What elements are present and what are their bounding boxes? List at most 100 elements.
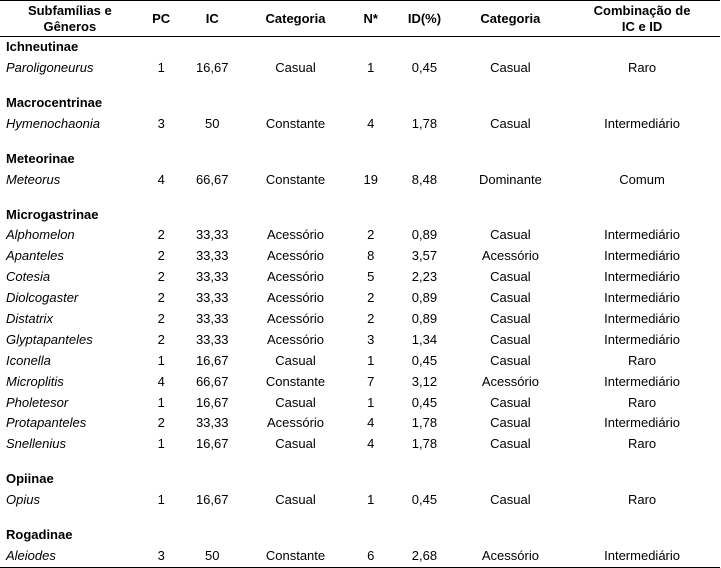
ic-cell: 33,33 — [183, 413, 242, 434]
subfamily-row: Meteorinae — [0, 149, 720, 170]
cat2-cell: Casual — [457, 351, 564, 372]
genus-cell: Iconella — [0, 351, 140, 372]
pc-cell: 1 — [140, 434, 183, 455]
pc-cell: 2 — [140, 330, 183, 351]
comb-cell: Intermediário — [564, 372, 720, 393]
col-header-id: ID(%) — [392, 1, 456, 37]
genus-cell: Alphomelon — [0, 225, 140, 246]
pc-cell: 2 — [140, 288, 183, 309]
ic-cell: 33,33 — [183, 267, 242, 288]
spacer-cell — [0, 135, 720, 149]
cat1-cell: Constante — [242, 170, 349, 191]
pc-cell: 2 — [140, 309, 183, 330]
cat1-cell: Acessório — [242, 225, 349, 246]
comb-cell: Intermediário — [564, 330, 720, 351]
cat2-cell: Casual — [457, 267, 564, 288]
n-cell: 19 — [349, 170, 392, 191]
subfamily-row: Macrocentrinae — [0, 93, 720, 114]
col-header-label: Subfamílias e — [28, 3, 112, 18]
col-header-label: Gêneros — [43, 19, 96, 34]
col-header-cat2: Categoria — [457, 1, 564, 37]
comb-cell: Raro — [564, 58, 720, 79]
table-row: Diolcogaster233,33Acessório20,89CasualIn… — [0, 288, 720, 309]
subfamily-label: Ichneutinae — [0, 37, 720, 58]
id-cell: 3,12 — [392, 372, 456, 393]
col-header-name: Subfamílias e Gêneros — [0, 1, 140, 37]
genus-cell: Diolcogaster — [0, 288, 140, 309]
cat2-cell: Acessório — [457, 372, 564, 393]
comb-cell: Intermediário — [564, 288, 720, 309]
subfamily-label: Microgastrinae — [0, 205, 720, 226]
id-cell: 0,45 — [392, 58, 456, 79]
table-row: Pholetesor116,67Casual10,45CasualRaro — [0, 393, 720, 414]
col-header-cat1: Categoria — [242, 1, 349, 37]
ic-cell: 33,33 — [183, 309, 242, 330]
genus-cell: Opius — [0, 490, 140, 511]
pc-cell: 4 — [140, 170, 183, 191]
table-row: Paroligoneurus116,67Casual10,45CasualRar… — [0, 58, 720, 79]
spacer-row — [0, 135, 720, 149]
col-header-label: IC e ID — [622, 19, 662, 34]
id-cell: 0,45 — [392, 490, 456, 511]
col-header-label: Categoria — [480, 11, 540, 26]
pc-cell: 1 — [140, 351, 183, 372]
id-cell: 1,78 — [392, 434, 456, 455]
pc-cell: 3 — [140, 114, 183, 135]
table-row: Snellenius116,67Casual41,78CasualRaro — [0, 434, 720, 455]
subfamily-label: Meteorinae — [0, 149, 720, 170]
col-header-pc: PC — [140, 1, 183, 37]
cat1-cell: Casual — [242, 351, 349, 372]
cat2-cell: Casual — [457, 413, 564, 434]
table-row: Microplitis466,67Constante73,12Acessório… — [0, 372, 720, 393]
ic-cell: 16,67 — [183, 490, 242, 511]
n-cell: 1 — [349, 58, 392, 79]
n-cell: 2 — [349, 288, 392, 309]
col-header-ic: IC — [183, 1, 242, 37]
pc-cell: 2 — [140, 267, 183, 288]
cat2-cell: Casual — [457, 490, 564, 511]
n-cell: 7 — [349, 372, 392, 393]
comb-cell: Intermediário — [564, 267, 720, 288]
genus-cell: Snellenius — [0, 434, 140, 455]
id-cell: 0,89 — [392, 225, 456, 246]
ic-cell: 66,67 — [183, 372, 242, 393]
genus-cell: Microplitis — [0, 372, 140, 393]
table-header: Subfamílias e Gêneros PC IC Categoria N*… — [0, 1, 720, 37]
subfamily-label: Macrocentrinae — [0, 93, 720, 114]
cat2-cell: Casual — [457, 288, 564, 309]
comb-cell: Intermediário — [564, 413, 720, 434]
comb-cell: Intermediário — [564, 225, 720, 246]
genus-cell: Distatrix — [0, 309, 140, 330]
id-cell: 8,48 — [392, 170, 456, 191]
ic-cell: 33,33 — [183, 246, 242, 267]
subfamily-label: Rogadinae — [0, 525, 720, 546]
cat2-cell: Casual — [457, 225, 564, 246]
cat2-cell: Casual — [457, 434, 564, 455]
spacer-cell — [0, 191, 720, 205]
cat2-cell: Casual — [457, 330, 564, 351]
comb-cell: Raro — [564, 490, 720, 511]
table-row: Iconella116,67Casual10,45CasualRaro — [0, 351, 720, 372]
n-cell: 1 — [349, 393, 392, 414]
n-cell: 1 — [349, 490, 392, 511]
id-cell: 0,89 — [392, 309, 456, 330]
comb-cell: Intermediário — [564, 246, 720, 267]
cat1-cell: Acessório — [242, 267, 349, 288]
table-row: Hymenochaonia350Constante41,78CasualInte… — [0, 114, 720, 135]
pc-cell: 2 — [140, 413, 183, 434]
n-cell: 1 — [349, 351, 392, 372]
col-header-label: Combinação de — [594, 3, 691, 18]
cat2-cell: Acessório — [457, 246, 564, 267]
cat1-cell: Casual — [242, 434, 349, 455]
genus-cell: Protapanteles — [0, 413, 140, 434]
col-header-label: N* — [363, 11, 377, 26]
col-header-label: IC — [206, 11, 219, 26]
col-header-label: PC — [152, 11, 170, 26]
pc-cell: 1 — [140, 490, 183, 511]
subfamily-row: Microgastrinae — [0, 205, 720, 226]
n-cell: 8 — [349, 246, 392, 267]
subfamily-row: Ichneutinae — [0, 37, 720, 58]
genus-cell: Cotesia — [0, 267, 140, 288]
ic-cell: 16,67 — [183, 58, 242, 79]
cat2-cell: Casual — [457, 114, 564, 135]
